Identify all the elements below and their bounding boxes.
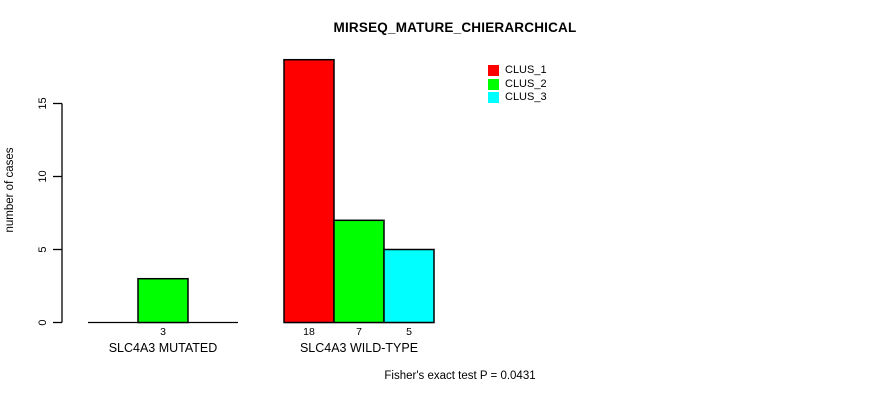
y-tick-label: 15 [37, 97, 49, 109]
bar-value-label: 18 [303, 326, 315, 338]
legend-label-clus-1: CLUS_1 [505, 64, 547, 76]
legend-swatch-clus-1 [488, 65, 499, 77]
y-tick-label: 5 [37, 246, 49, 252]
y-tick-label: 0 [37, 319, 49, 325]
bar-clus_2-group-2 [333, 219, 385, 324]
bar-value-label: 7 [356, 326, 362, 338]
legend-item-clus-1: CLUS_1 [488, 64, 547, 78]
legend-swatch-clus-2 [488, 78, 499, 90]
bar-clus_1-group-2 [283, 58, 335, 324]
y-tick-label: 10 [37, 170, 49, 182]
legend-label-clus-2: CLUS_2 [505, 77, 547, 90]
bar-clus_3-group-2 [383, 248, 435, 324]
category-label: SLC4A3 MUTATED [109, 341, 218, 355]
bar-value-label: 3 [160, 326, 166, 338]
legend-item-clus-2: CLUS_2 [488, 78, 547, 92]
legend-swatch-clus-3 [488, 92, 499, 104]
bar-value-label: 5 [406, 326, 412, 338]
chart-title: MIRSEQ_MATURE_CHIERARCHICAL [333, 20, 577, 35]
legend-label-clus-3: CLUS_3 [505, 91, 547, 103]
legend: CLUS_1 CLUS_2 CLUS_3 [488, 64, 547, 105]
category-label: SLC4A3 WILD-TYPE [300, 341, 418, 355]
bar-clus_2-group-1 [137, 277, 189, 324]
annotation-pvalue: Fisher's exact test P = 0.0431 [384, 370, 536, 382]
legend-item-clus-3: CLUS_3 [488, 91, 547, 105]
